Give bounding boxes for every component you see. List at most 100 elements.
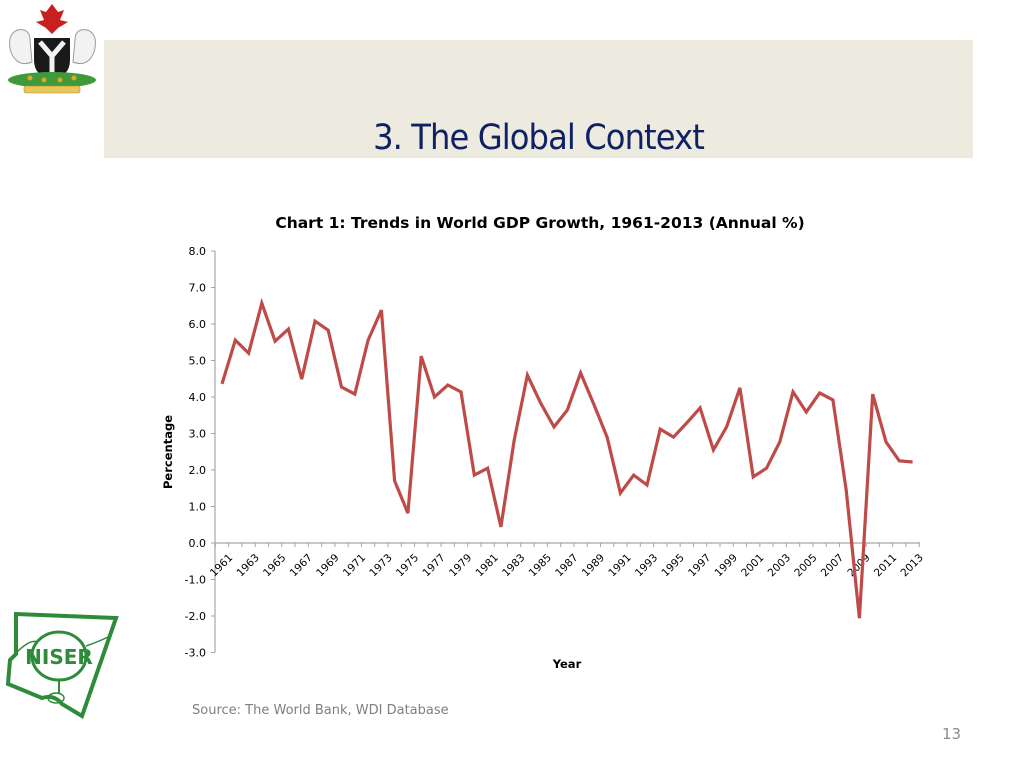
data-point <box>446 383 449 386</box>
x-tick-label: 1973 <box>367 552 394 579</box>
series-line <box>220 297 913 619</box>
y-axis-title: Percentage <box>161 415 175 489</box>
data-point <box>220 382 223 385</box>
data-point <box>725 425 728 428</box>
y-tick-label: -3.0 <box>185 647 206 660</box>
x-tick-label: 2009 <box>845 552 872 579</box>
x-tick-label: 2007 <box>819 552 846 579</box>
x-tick-label: 1971 <box>341 552 368 579</box>
x-tick-label: 2011 <box>872 552 899 579</box>
data-point <box>539 402 542 405</box>
data-point <box>858 617 861 620</box>
page-number: 13 <box>942 725 962 743</box>
x-tick-label: 1997 <box>686 552 713 579</box>
data-point <box>459 390 462 393</box>
data-point <box>738 386 741 389</box>
data-point <box>473 474 476 477</box>
data-point <box>672 436 675 439</box>
data-point <box>592 403 595 406</box>
y-axis: -3.0 -2.0 -1.0 0.0 1.0 2.0 3.0 4.0 5.0 6.0 7.0 8.0 <box>185 245 216 660</box>
x-tick-label: 1985 <box>527 552 554 579</box>
y-tick-label: -2.0 <box>185 610 206 623</box>
title-band: 3. The Global Context <box>104 40 973 158</box>
x-tick-label: 1983 <box>500 552 527 579</box>
coat-of-arms-logo <box>8 4 96 94</box>
data-point <box>818 391 821 394</box>
x-tick-label: 1989 <box>580 552 607 579</box>
eagle-icon <box>36 4 68 34</box>
data-point <box>805 410 808 413</box>
data-point <box>712 448 715 451</box>
data-point <box>911 460 914 463</box>
data-point <box>393 479 396 482</box>
x-tick-label: 1975 <box>394 552 421 579</box>
data-point <box>313 319 316 322</box>
y-tick-label: 4.0 <box>189 391 207 404</box>
data-point <box>619 491 622 494</box>
y-tick-label: 6.0 <box>189 318 207 331</box>
x-tick-label: 1981 <box>474 552 501 579</box>
data-point <box>327 329 330 332</box>
data-point <box>606 436 609 439</box>
data-point <box>486 467 489 470</box>
x-axis-title: Year <box>552 657 582 671</box>
source-note: Source: The World Bank, WDI Database <box>192 703 449 718</box>
data-point <box>366 338 369 341</box>
data-point <box>778 440 781 443</box>
x-tick-label: 1965 <box>261 552 288 579</box>
data-point <box>898 459 901 462</box>
data-point <box>831 398 834 401</box>
horse-right-icon <box>72 29 96 65</box>
y-tick-label: 2.0 <box>189 464 207 477</box>
data-point <box>579 371 582 374</box>
data-point <box>406 511 409 514</box>
x-tick-label: 1961 <box>208 552 235 579</box>
data-point <box>513 438 516 441</box>
slide-title: 3. The Global Context <box>373 118 705 158</box>
data-point <box>645 483 648 486</box>
data-point <box>260 302 263 305</box>
data-point <box>791 390 794 393</box>
data-point <box>287 328 290 331</box>
shield-icon <box>34 38 70 80</box>
data-point <box>234 338 237 341</box>
x-tick-label: 1969 <box>314 552 341 579</box>
y-tick-label: 7.0 <box>189 282 207 295</box>
y-tick-label: 1.0 <box>189 501 207 514</box>
data-point <box>340 386 343 389</box>
y-tick-label: -1.0 <box>185 574 206 587</box>
data-point <box>845 488 848 491</box>
data-point <box>526 374 529 377</box>
x-tick-label: 2001 <box>739 552 766 579</box>
motto-ribbon-icon <box>23 85 81 94</box>
data-point <box>499 525 502 528</box>
grass-base-icon <box>8 72 96 88</box>
x-tick-label: 2005 <box>792 552 819 579</box>
data-point <box>247 352 250 355</box>
x-tick-label: 2013 <box>898 552 925 579</box>
data-point <box>632 474 635 477</box>
y-tick-label: 0.0 <box>189 537 207 550</box>
data-point <box>566 409 569 412</box>
y-tick-label: 3.0 <box>189 428 207 441</box>
x-tick-label: 1977 <box>420 552 447 579</box>
x-tick-label: 1999 <box>713 552 740 579</box>
data-point <box>274 340 277 343</box>
niser-logo-text: NISER <box>25 645 93 669</box>
y-tick-label: 8.0 <box>189 245 207 258</box>
series-group <box>220 297 914 620</box>
x-axis: 1961 1963 1965 1967 1969 1971 1973 1975 1977 1979… <box>208 542 926 579</box>
x-tick-label: 1963 <box>234 552 261 579</box>
chart-title: Chart 1: Trends in World GDP Growth, 196… <box>275 214 804 232</box>
data-point <box>552 425 555 428</box>
horse-left-icon <box>9 29 33 65</box>
x-tick-label: 1993 <box>633 552 660 579</box>
data-point <box>871 392 874 395</box>
data-point <box>765 467 768 470</box>
x-tick-label: 2003 <box>766 552 793 579</box>
x-tick-label: 1979 <box>447 552 474 579</box>
data-point <box>884 440 887 443</box>
data-point <box>698 406 701 409</box>
data-point <box>752 475 755 478</box>
